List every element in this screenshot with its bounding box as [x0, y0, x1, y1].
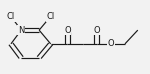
Text: O: O: [64, 26, 71, 35]
Text: O: O: [108, 39, 114, 48]
Text: Cl: Cl: [7, 12, 15, 21]
Text: O: O: [93, 26, 100, 35]
Text: N: N: [18, 26, 24, 35]
Text: Cl: Cl: [46, 12, 55, 21]
